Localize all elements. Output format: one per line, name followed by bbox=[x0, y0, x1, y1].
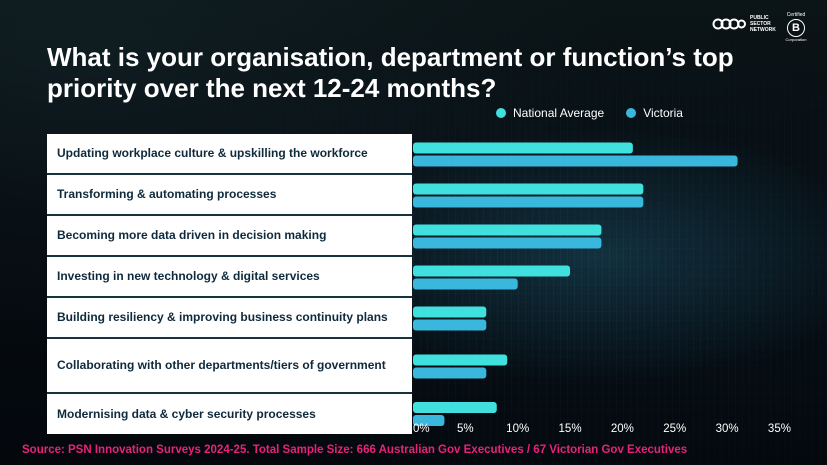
legend-swatch-victoria bbox=[626, 108, 637, 118]
bcorp-certified-text: Certified bbox=[786, 12, 806, 18]
logo-text-line: NETWORK bbox=[750, 27, 776, 33]
x-tick-label: 5% bbox=[457, 423, 474, 435]
bcorp-corporation-text: Corporation bbox=[785, 37, 807, 42]
category-label: Becoming more data driven in decision ma… bbox=[47, 216, 412, 257]
legend-item-national: National Average bbox=[496, 106, 604, 120]
bar-victoria bbox=[413, 319, 487, 331]
x-tick-label: 25% bbox=[663, 423, 686, 435]
x-tick-label: 35% bbox=[768, 423, 791, 435]
category-label: Updating workplace culture & upskilling … bbox=[47, 134, 412, 175]
category-label: Transforming & automating processes bbox=[47, 175, 412, 216]
bar-victoria bbox=[413, 155, 738, 167]
x-tick-label: 0% bbox=[413, 423, 430, 435]
bar-victoria bbox=[413, 415, 445, 426]
category-label: Modernising data & cyber security proces… bbox=[57, 406, 316, 421]
bcorp-badge: Certified B Corporation bbox=[785, 12, 807, 42]
x-tick-label: 15% bbox=[559, 423, 582, 435]
category-label: Investing in new technology & digital se… bbox=[47, 257, 412, 298]
bar-national bbox=[413, 306, 487, 318]
legend-item-victoria: Victoria bbox=[626, 106, 683, 120]
logo-text-line: SECTOR bbox=[750, 21, 771, 27]
bar-national bbox=[413, 265, 571, 277]
x-tick-label: 10% bbox=[506, 423, 529, 435]
psn-logo-text: PUBLIC SECTOR NETWORK bbox=[750, 15, 790, 33]
psn-logo-mark-icon bbox=[712, 18, 746, 30]
bar-victoria bbox=[413, 367, 487, 379]
bar-national bbox=[413, 354, 508, 366]
psn-logo: PUBLIC SECTOR NETWORK bbox=[712, 14, 790, 34]
source-note: Source: PSN Innovation Surveys 2024-25. … bbox=[22, 444, 688, 456]
x-tick-label: 30% bbox=[716, 423, 739, 435]
bar-national bbox=[413, 142, 633, 154]
legend-swatch-national bbox=[496, 108, 506, 118]
legend-label-national: National Average bbox=[513, 106, 605, 120]
bar-victoria bbox=[413, 278, 518, 290]
chart-legend: National Average Victoria bbox=[496, 106, 683, 120]
legend-label-victoria: Victoria bbox=[643, 106, 683, 120]
bcorp-b-icon: B bbox=[787, 19, 805, 37]
logo-text-line: PUBLIC bbox=[750, 15, 769, 21]
category-label: Collaborating with other departments/tie… bbox=[47, 339, 412, 394]
chart-title: What is your organisation, department or… bbox=[47, 42, 734, 103]
bar-victoria bbox=[413, 237, 602, 249]
x-tick-label: 20% bbox=[611, 423, 634, 435]
category-label: Building resiliency & improving business… bbox=[47, 298, 412, 339]
bar-national bbox=[413, 224, 602, 236]
category-label-panel: Updating workplace culture & upskilling … bbox=[47, 134, 412, 434]
bar-national bbox=[413, 183, 644, 195]
bar-national bbox=[413, 402, 497, 413]
bar-victoria bbox=[413, 196, 644, 208]
